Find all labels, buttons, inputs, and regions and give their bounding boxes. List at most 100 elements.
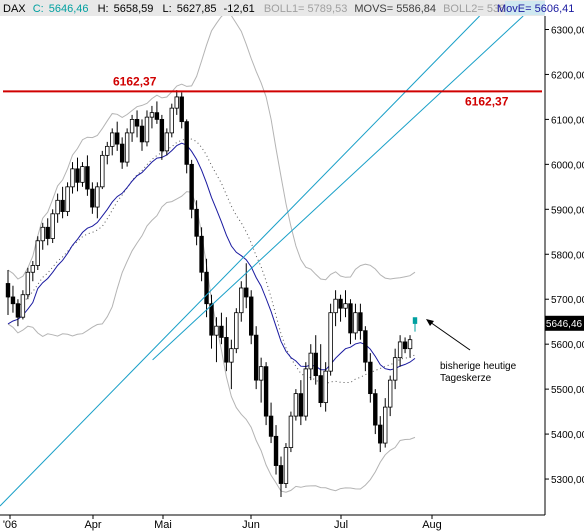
x-axis: '06 Apr Mai Jun Jul Aug bbox=[3, 515, 442, 531]
candle-body bbox=[303, 368, 309, 417]
candle-body bbox=[293, 393, 299, 417]
change-value: -12,61 bbox=[224, 3, 255, 15]
y-tick-label: 5400,00 bbox=[551, 430, 584, 441]
y-axis: 5300,00 5400,00 5500,00 5600,00 5700,00 5800,… bbox=[545, 25, 584, 486]
x-tick-label: Mai bbox=[154, 519, 172, 531]
candle-body bbox=[169, 107, 174, 134]
candle-body bbox=[134, 118, 140, 127]
symbol-label: DAX bbox=[3, 3, 26, 15]
close-label: C: bbox=[33, 3, 44, 15]
annotation-line-2: Tageskerze bbox=[440, 373, 492, 384]
y-tick-label: 5600,00 bbox=[551, 340, 584, 351]
y-tick-label: 5700,00 bbox=[551, 295, 584, 306]
header-text: DAX C: 5646,46 H: 5658,59 L: 5627,85 -12… bbox=[3, 3, 527, 15]
high-value: 5658,59 bbox=[114, 3, 154, 15]
candle-body bbox=[100, 154, 105, 188]
candle-body bbox=[402, 341, 408, 350]
candle-body bbox=[239, 287, 244, 314]
candle-body bbox=[144, 116, 150, 143]
y-tick-label: 5300,00 bbox=[551, 475, 584, 486]
annotation-arrow-head bbox=[426, 319, 434, 326]
candle-body bbox=[95, 186, 100, 208]
candle-body bbox=[10, 296, 16, 305]
y-tick-label: 5500,00 bbox=[551, 385, 584, 396]
candle-body bbox=[199, 235, 204, 273]
candle-body bbox=[298, 393, 304, 417]
candle-body bbox=[184, 121, 189, 165]
candle-body bbox=[139, 125, 145, 143]
candle-body bbox=[189, 163, 194, 210]
y-tick-label: 5900,00 bbox=[551, 205, 584, 216]
last-price-box bbox=[545, 315, 584, 331]
candle-body bbox=[392, 357, 398, 381]
candle-body bbox=[110, 132, 115, 147]
move-value: 5606,41 bbox=[535, 3, 575, 15]
candle-body bbox=[119, 143, 125, 163]
candle-body bbox=[343, 303, 348, 309]
candle-body bbox=[363, 330, 368, 363]
high-label: H: bbox=[98, 3, 109, 15]
annotation-line-1: bisherige heutige bbox=[440, 361, 517, 372]
y-tick-label: 5800,00 bbox=[551, 250, 584, 261]
y-tick-label: 6200,00 bbox=[551, 70, 584, 81]
move-label: MovE= bbox=[497, 3, 532, 15]
candle-body bbox=[20, 294, 26, 318]
ema-line-path bbox=[7, 142, 416, 371]
x-tick-label: Apr bbox=[84, 519, 101, 531]
candle-body bbox=[55, 199, 60, 215]
candle-body bbox=[40, 226, 45, 242]
candle-body bbox=[338, 298, 343, 309]
boll2-label: BOLL2= bbox=[443, 3, 484, 15]
candle-body bbox=[114, 132, 120, 145]
bollinger-upper bbox=[7, 11, 416, 281]
candle-body bbox=[368, 361, 373, 395]
candle-body bbox=[229, 348, 234, 363]
candle-body bbox=[278, 465, 284, 484]
candle-body bbox=[149, 112, 155, 118]
move-badge bbox=[505, 1, 545, 15]
candle-body bbox=[383, 406, 388, 444]
candle-body bbox=[353, 312, 358, 334]
candle-body bbox=[328, 312, 333, 372]
y-tick-label: 6000,00 bbox=[551, 160, 584, 171]
candle-body bbox=[85, 166, 90, 190]
candle-body bbox=[273, 435, 279, 466]
resistance-label-right: 6162,37 bbox=[465, 94, 509, 108]
resistance-label-left: 6162,37 bbox=[113, 74, 157, 88]
x-tick-label: Aug bbox=[422, 519, 442, 531]
x-tick-label: Jul bbox=[334, 519, 348, 531]
header-bar bbox=[0, 0, 545, 16]
candle-body bbox=[15, 303, 21, 318]
candle-body bbox=[313, 352, 318, 377]
candle-body bbox=[253, 334, 259, 381]
candle-body bbox=[268, 415, 274, 437]
candle-body bbox=[333, 298, 338, 314]
channel-lower-line bbox=[0, 15, 480, 507]
y-tick-label: 6300,00 bbox=[551, 25, 584, 36]
close-value: 5646,46 bbox=[49, 3, 89, 15]
candle-body bbox=[80, 166, 85, 183]
candle-body bbox=[5, 283, 11, 298]
x-tick-label: Jun bbox=[242, 519, 260, 531]
candle-body bbox=[323, 370, 328, 404]
channel-upper-line bbox=[152, 15, 524, 361]
trend-channel bbox=[0, 15, 524, 507]
candle-body bbox=[219, 325, 224, 338]
movs-value: 5586,84 bbox=[396, 3, 436, 15]
candle-body bbox=[174, 96, 179, 109]
candle-body bbox=[283, 447, 289, 484]
candle-body bbox=[249, 296, 254, 336]
candle-body bbox=[373, 393, 378, 426]
annotation-arrow-line bbox=[429, 321, 471, 351]
candle-body bbox=[50, 213, 55, 239]
candle-body bbox=[234, 312, 239, 350]
candle-body bbox=[214, 325, 219, 336]
boll1-label: BOLL1= bbox=[264, 3, 305, 15]
candle-body bbox=[407, 339, 413, 350]
candle-body bbox=[60, 199, 65, 212]
candle-body bbox=[164, 132, 170, 152]
candle-body bbox=[288, 415, 294, 448]
candle-body bbox=[65, 186, 70, 212]
candle-body bbox=[75, 168, 80, 183]
